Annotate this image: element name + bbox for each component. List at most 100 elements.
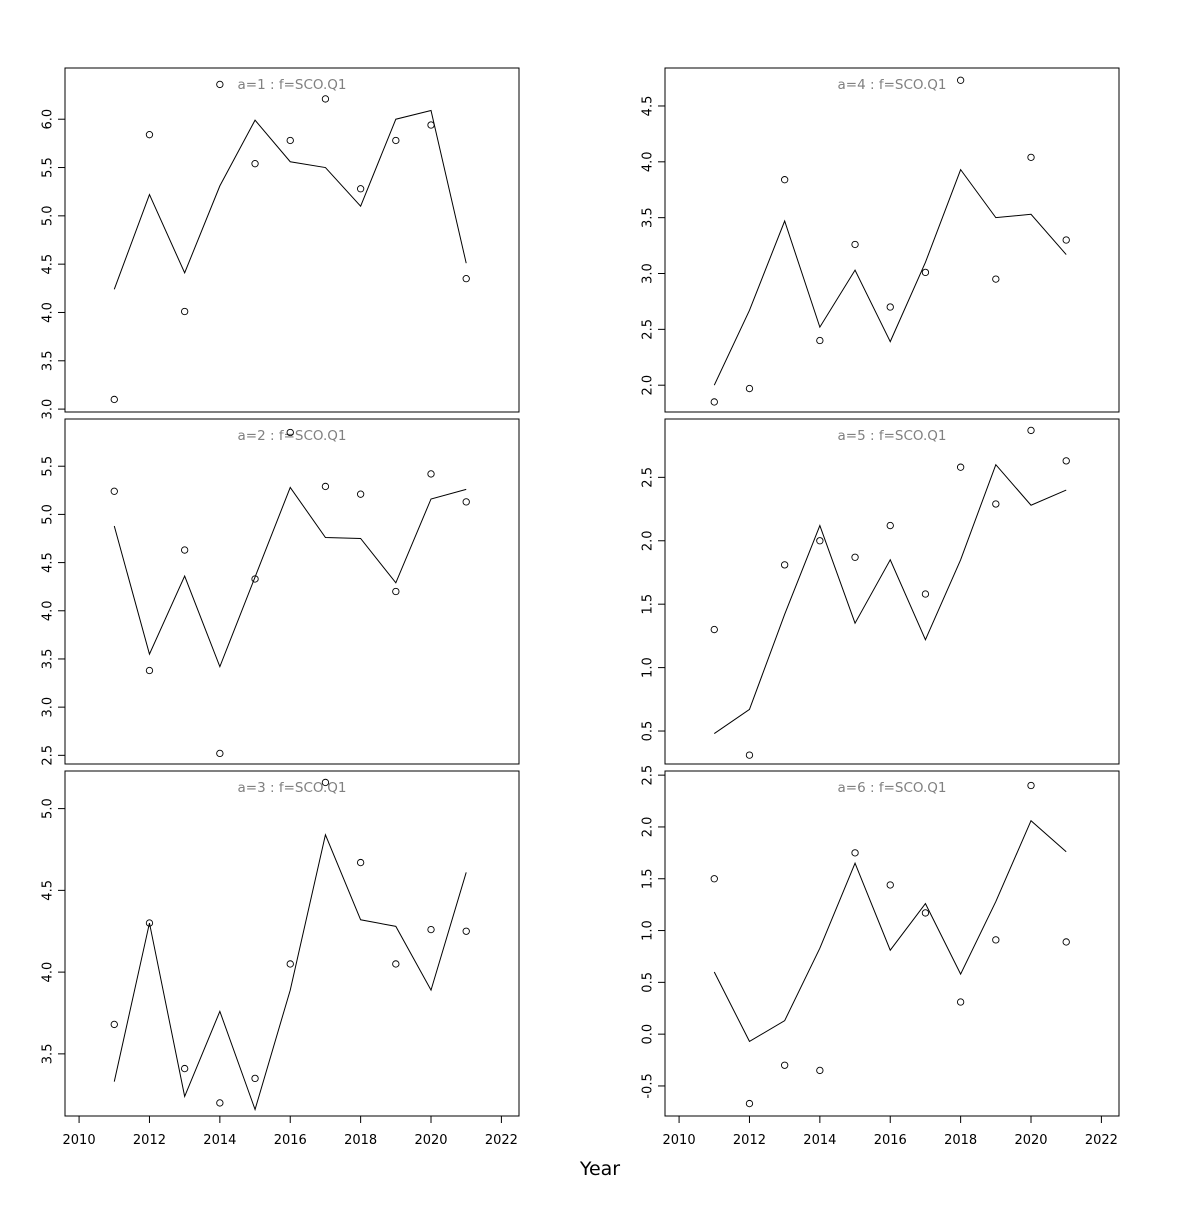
y-tick-label: 2.5 bbox=[641, 765, 656, 786]
y-tick-label: 3.5 bbox=[41, 649, 56, 670]
panel-frame bbox=[64, 770, 520, 1117]
x-tick-label: 2012 bbox=[133, 1133, 166, 1148]
data-point bbox=[1027, 781, 1035, 790]
data-point bbox=[427, 470, 435, 478]
data-point bbox=[110, 1020, 118, 1029]
data-point bbox=[392, 960, 400, 968]
panel-2: a=2 : f=SCO.Q1 2.5 3.0 3.5 4.0 4.5 5.0 5.5 bbox=[41, 418, 520, 766]
panel-3: a=3 : f=SCO.Q1 3.5 4.0 4.5 5.0 2010 2012 2014 20… bbox=[41, 770, 520, 1148]
data-point bbox=[956, 998, 965, 1006]
data-point bbox=[216, 749, 224, 758]
panel-title: a=4 : f=SCO.Q1 bbox=[838, 77, 947, 93]
x-tick-label: 2022 bbox=[485, 1133, 518, 1148]
y-tick-label: 3.0 bbox=[641, 263, 656, 284]
fitted-line bbox=[713, 168, 1067, 386]
y-tick-label: 6.0 bbox=[41, 109, 56, 130]
panel-title: a=3 : f=SCO.Q1 bbox=[238, 780, 347, 796]
y-tick-label: 3.0 bbox=[41, 697, 56, 718]
panel-5: a=5 : f=SCO.Q1 0.5 1.0 1.5 2.0 2.5 bbox=[641, 418, 1120, 765]
data-point bbox=[992, 936, 1000, 944]
data-point bbox=[145, 919, 154, 927]
y-tick-label: 4.5 bbox=[641, 96, 656, 117]
data-point bbox=[462, 498, 470, 506]
data-point bbox=[356, 858, 365, 867]
y-tick-label: 5.0 bbox=[41, 504, 56, 525]
y-tick-label: 3.5 bbox=[41, 350, 56, 371]
y-tick-label: 5.5 bbox=[41, 157, 56, 178]
data-point bbox=[392, 136, 400, 145]
y-tick-label: 3.5 bbox=[41, 1044, 56, 1065]
y-tick-label: 4.0 bbox=[641, 151, 656, 172]
data-point bbox=[745, 384, 754, 393]
data-point bbox=[181, 307, 189, 316]
y-tick-label: 2.0 bbox=[641, 530, 656, 551]
data-point bbox=[816, 1066, 824, 1075]
x-tick-label: 2010 bbox=[663, 1133, 696, 1148]
data-point bbox=[781, 561, 789, 569]
data-point bbox=[816, 336, 824, 345]
panel-6: a=6 : f=SCO.Q1 -0.5 0.0 0.5 1.0 1.5 2.0 2.5 2010… bbox=[641, 765, 1120, 1148]
y-tick-label: 2.5 bbox=[641, 467, 656, 488]
data-point bbox=[321, 482, 330, 491]
x-tick-label: 2020 bbox=[1014, 1133, 1047, 1148]
data-point bbox=[216, 1099, 224, 1107]
panel-4: a=4 : f=SCO.Q1 2.0 2.5 3.0 3.5 4.0 4.5 bbox=[641, 67, 1120, 413]
fitted-line bbox=[713, 819, 1067, 1043]
panel-frame bbox=[664, 418, 1120, 765]
y-tick-label: 0.0 bbox=[641, 1024, 656, 1045]
data-point bbox=[110, 395, 118, 404]
data-point bbox=[816, 537, 824, 545]
data-point bbox=[392, 587, 400, 596]
panel-frame bbox=[64, 418, 520, 765]
data-point bbox=[1027, 153, 1035, 162]
data-point bbox=[321, 95, 330, 103]
y-tick-label: 4.0 bbox=[41, 962, 56, 983]
panel-title: a=6 : f=SCO.Q1 bbox=[838, 780, 947, 796]
data-point bbox=[921, 268, 930, 277]
y-tick-label: 3.5 bbox=[641, 207, 656, 228]
data-point bbox=[181, 1064, 189, 1073]
data-point bbox=[992, 500, 1000, 508]
x-axis-title: Year bbox=[579, 1158, 621, 1180]
data-point bbox=[251, 160, 259, 168]
data-point bbox=[921, 590, 930, 598]
panel-title: a=1 : f=SCO.Q1 bbox=[238, 77, 347, 93]
data-point bbox=[427, 121, 435, 129]
data-point bbox=[745, 751, 754, 759]
data-point bbox=[1062, 938, 1070, 946]
data-point bbox=[851, 240, 859, 249]
data-point bbox=[356, 185, 365, 193]
x-tick-label: 2016 bbox=[274, 1133, 307, 1148]
data-point bbox=[886, 881, 894, 889]
x-tick-label: 2018 bbox=[944, 1133, 977, 1148]
x-tick-label: 2010 bbox=[63, 1133, 96, 1148]
data-point bbox=[781, 1061, 789, 1069]
x-tick-label: 2018 bbox=[344, 1133, 377, 1148]
data-point bbox=[886, 521, 894, 530]
data-point bbox=[286, 960, 294, 968]
x-tick-label: 2020 bbox=[414, 1133, 447, 1148]
data-point bbox=[710, 398, 718, 406]
y-tick-label: 1.0 bbox=[641, 657, 656, 678]
data-point bbox=[321, 778, 330, 787]
y-tick-label: 2.0 bbox=[641, 817, 656, 838]
data-point bbox=[251, 1074, 259, 1083]
data-point bbox=[462, 927, 470, 935]
data-point bbox=[1062, 457, 1070, 465]
x-tick-label: 2014 bbox=[803, 1133, 836, 1148]
y-tick-label: 2.5 bbox=[641, 319, 656, 340]
y-tick-label: 0.5 bbox=[641, 972, 656, 993]
y-tick-label: 4.5 bbox=[41, 254, 56, 275]
data-point bbox=[286, 136, 294, 145]
data-point bbox=[251, 575, 259, 583]
data-point bbox=[427, 925, 435, 934]
data-point bbox=[1027, 426, 1035, 435]
data-point bbox=[181, 546, 189, 554]
data-point bbox=[710, 875, 718, 883]
panel-title: a=2 : f=SCO.Q1 bbox=[238, 428, 347, 444]
data-point bbox=[992, 275, 1000, 283]
y-tick-label: 5.0 bbox=[41, 205, 56, 226]
fitted-line bbox=[113, 833, 467, 1112]
